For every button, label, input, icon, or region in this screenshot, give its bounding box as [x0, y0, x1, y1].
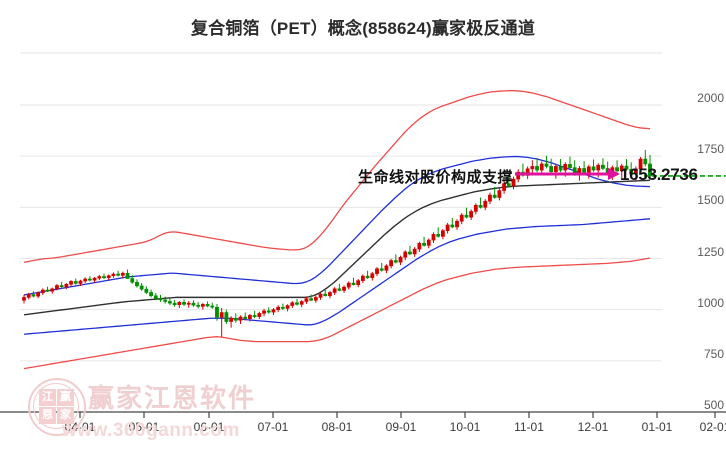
x-axis-tick-02-01: 02-01: [699, 420, 726, 434]
x-axis-tick-01-01: 01-01: [641, 420, 673, 434]
x-axis-tick-05-01: 05-01: [128, 420, 160, 434]
y-axis-tick-1750: 1750: [697, 142, 724, 157]
seal-char-bl: 恩: [39, 407, 56, 424]
chart-annotation-label: 生命线对股价构成支撑: [358, 169, 514, 186]
seal-char-tr: 赢: [57, 389, 74, 406]
seal-char-br: 家: [57, 407, 74, 424]
y-axis-tick-500: 500: [703, 398, 724, 412]
y-axis-tick-1000: 1000: [697, 295, 724, 310]
x-axis-tick-11-01: 11-01: [514, 420, 544, 434]
page-title: 复合铜箔（PET）概念(858624)赢家极反通道: [190, 19, 536, 38]
seal-char-tl: 江: [39, 389, 56, 406]
seal-outer-ring: [28, 378, 86, 436]
watermark-brand-text: 赢家江恩软件: [88, 383, 257, 413]
y-axis-tick-1500: 1500: [697, 193, 724, 208]
annotation-arrow: [515, 168, 620, 180]
x-axis-tick-10-01: 10-01: [449, 420, 481, 434]
watermark-seal-logo: 江 赢 恩 家: [28, 378, 86, 436]
x-axis-tick-07-01: 07-01: [257, 420, 289, 434]
gridlines: [20, 104, 662, 413]
x-axis-tick-06-01: 06-01: [193, 420, 225, 434]
y-axis-tick-750: 750: [703, 346, 724, 361]
seal-inner-ring: [33, 383, 79, 429]
x-axis-tick-12-01: 12-01: [577, 420, 609, 434]
axis: [0, 52, 726, 418]
watermark-url-text: www.360gann.com: [62, 420, 240, 441]
y-axis-tick-1250: 1250: [697, 244, 724, 259]
y-axis-tick-2000: 2000: [697, 91, 724, 105]
x-axis-tick-09-01: 09-01: [385, 420, 417, 434]
x-axis-tick-08-01: 08-01: [321, 420, 353, 434]
candlestick-series: [22, 150, 652, 337]
current-price-label: 1653.2736: [620, 165, 698, 184]
channel-bands: [23, 90, 651, 370]
